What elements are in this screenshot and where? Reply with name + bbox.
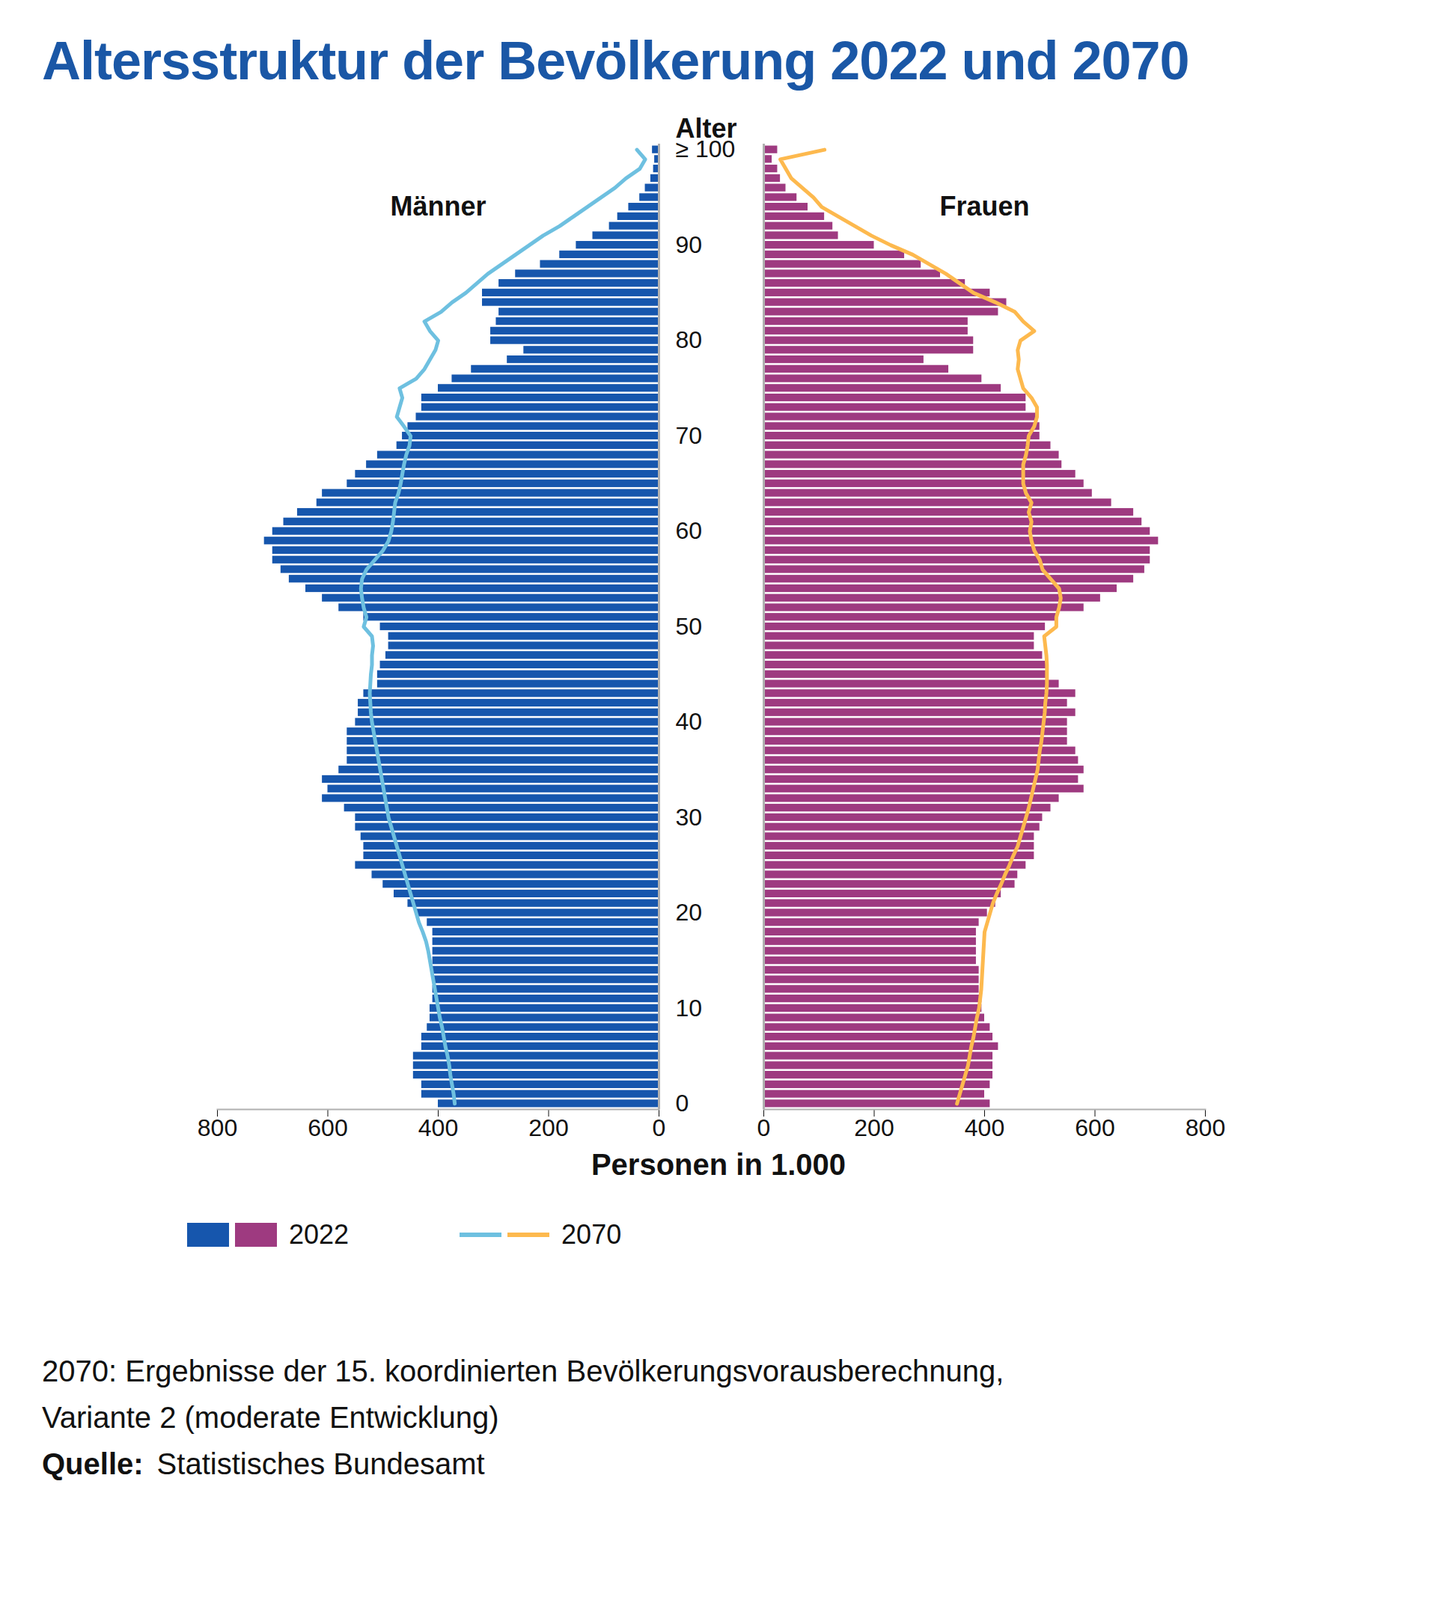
html-text:Statistisches Bundesamt: Statistisches Bundesamt: [156, 1447, 485, 1481]
html-text:Quelle:: Quelle:: [41, 1447, 144, 1481]
svg-text:80: 80: [675, 326, 703, 354]
html-text:2070: 2070: [561, 1219, 622, 1250]
html-text:Variante 2 (moderate Entwicklu: Variante 2 (moderate Entwicklung): [41, 1401, 499, 1435]
svg-text:800: 800: [1185, 1114, 1226, 1142]
svg-text:0: 0: [757, 1114, 771, 1142]
svg-text:400: 400: [418, 1114, 459, 1142]
html-text:Altersstruktur der Bevölkerung: Altersstruktur der Bevölkerung 2022 und …: [41, 30, 1189, 91]
svg-text:40: 40: [675, 708, 703, 735]
html-text:2022: 2022: [288, 1219, 349, 1250]
svg-text:90: 90: [675, 231, 703, 259]
svg-text:70: 70: [675, 422, 703, 450]
html-text:Personen in 1.000: Personen in 1.000: [591, 1148, 846, 1182]
svg-text:60: 60: [675, 517, 703, 545]
html-text:2070: Ergebnisse der 15. koord: 2070: Ergebnisse der 15. koordinierten B…: [41, 1354, 1004, 1388]
svg-text:400: 400: [964, 1114, 1005, 1142]
svg-text:50: 50: [675, 612, 703, 640]
svg-text:Alter: Alter: [675, 113, 738, 144]
svg-text:30: 30: [675, 803, 703, 831]
svg-text:10: 10: [675, 994, 703, 1022]
svg-text:0: 0: [652, 1114, 667, 1142]
svg-text:0: 0: [675, 1089, 690, 1117]
svg-text:20: 20: [675, 898, 703, 926]
svg-text:200: 200: [853, 1114, 894, 1142]
svg-text:200: 200: [528, 1114, 569, 1142]
svg-text:≥ 100: ≥ 100: [675, 135, 736, 163]
svg-text:Frauen: Frauen: [939, 190, 1030, 222]
svg-text:800: 800: [197, 1114, 238, 1142]
svg-text:600: 600: [1074, 1114, 1115, 1142]
svg-text:Männer: Männer: [389, 190, 486, 222]
svg-text:600: 600: [307, 1114, 348, 1142]
